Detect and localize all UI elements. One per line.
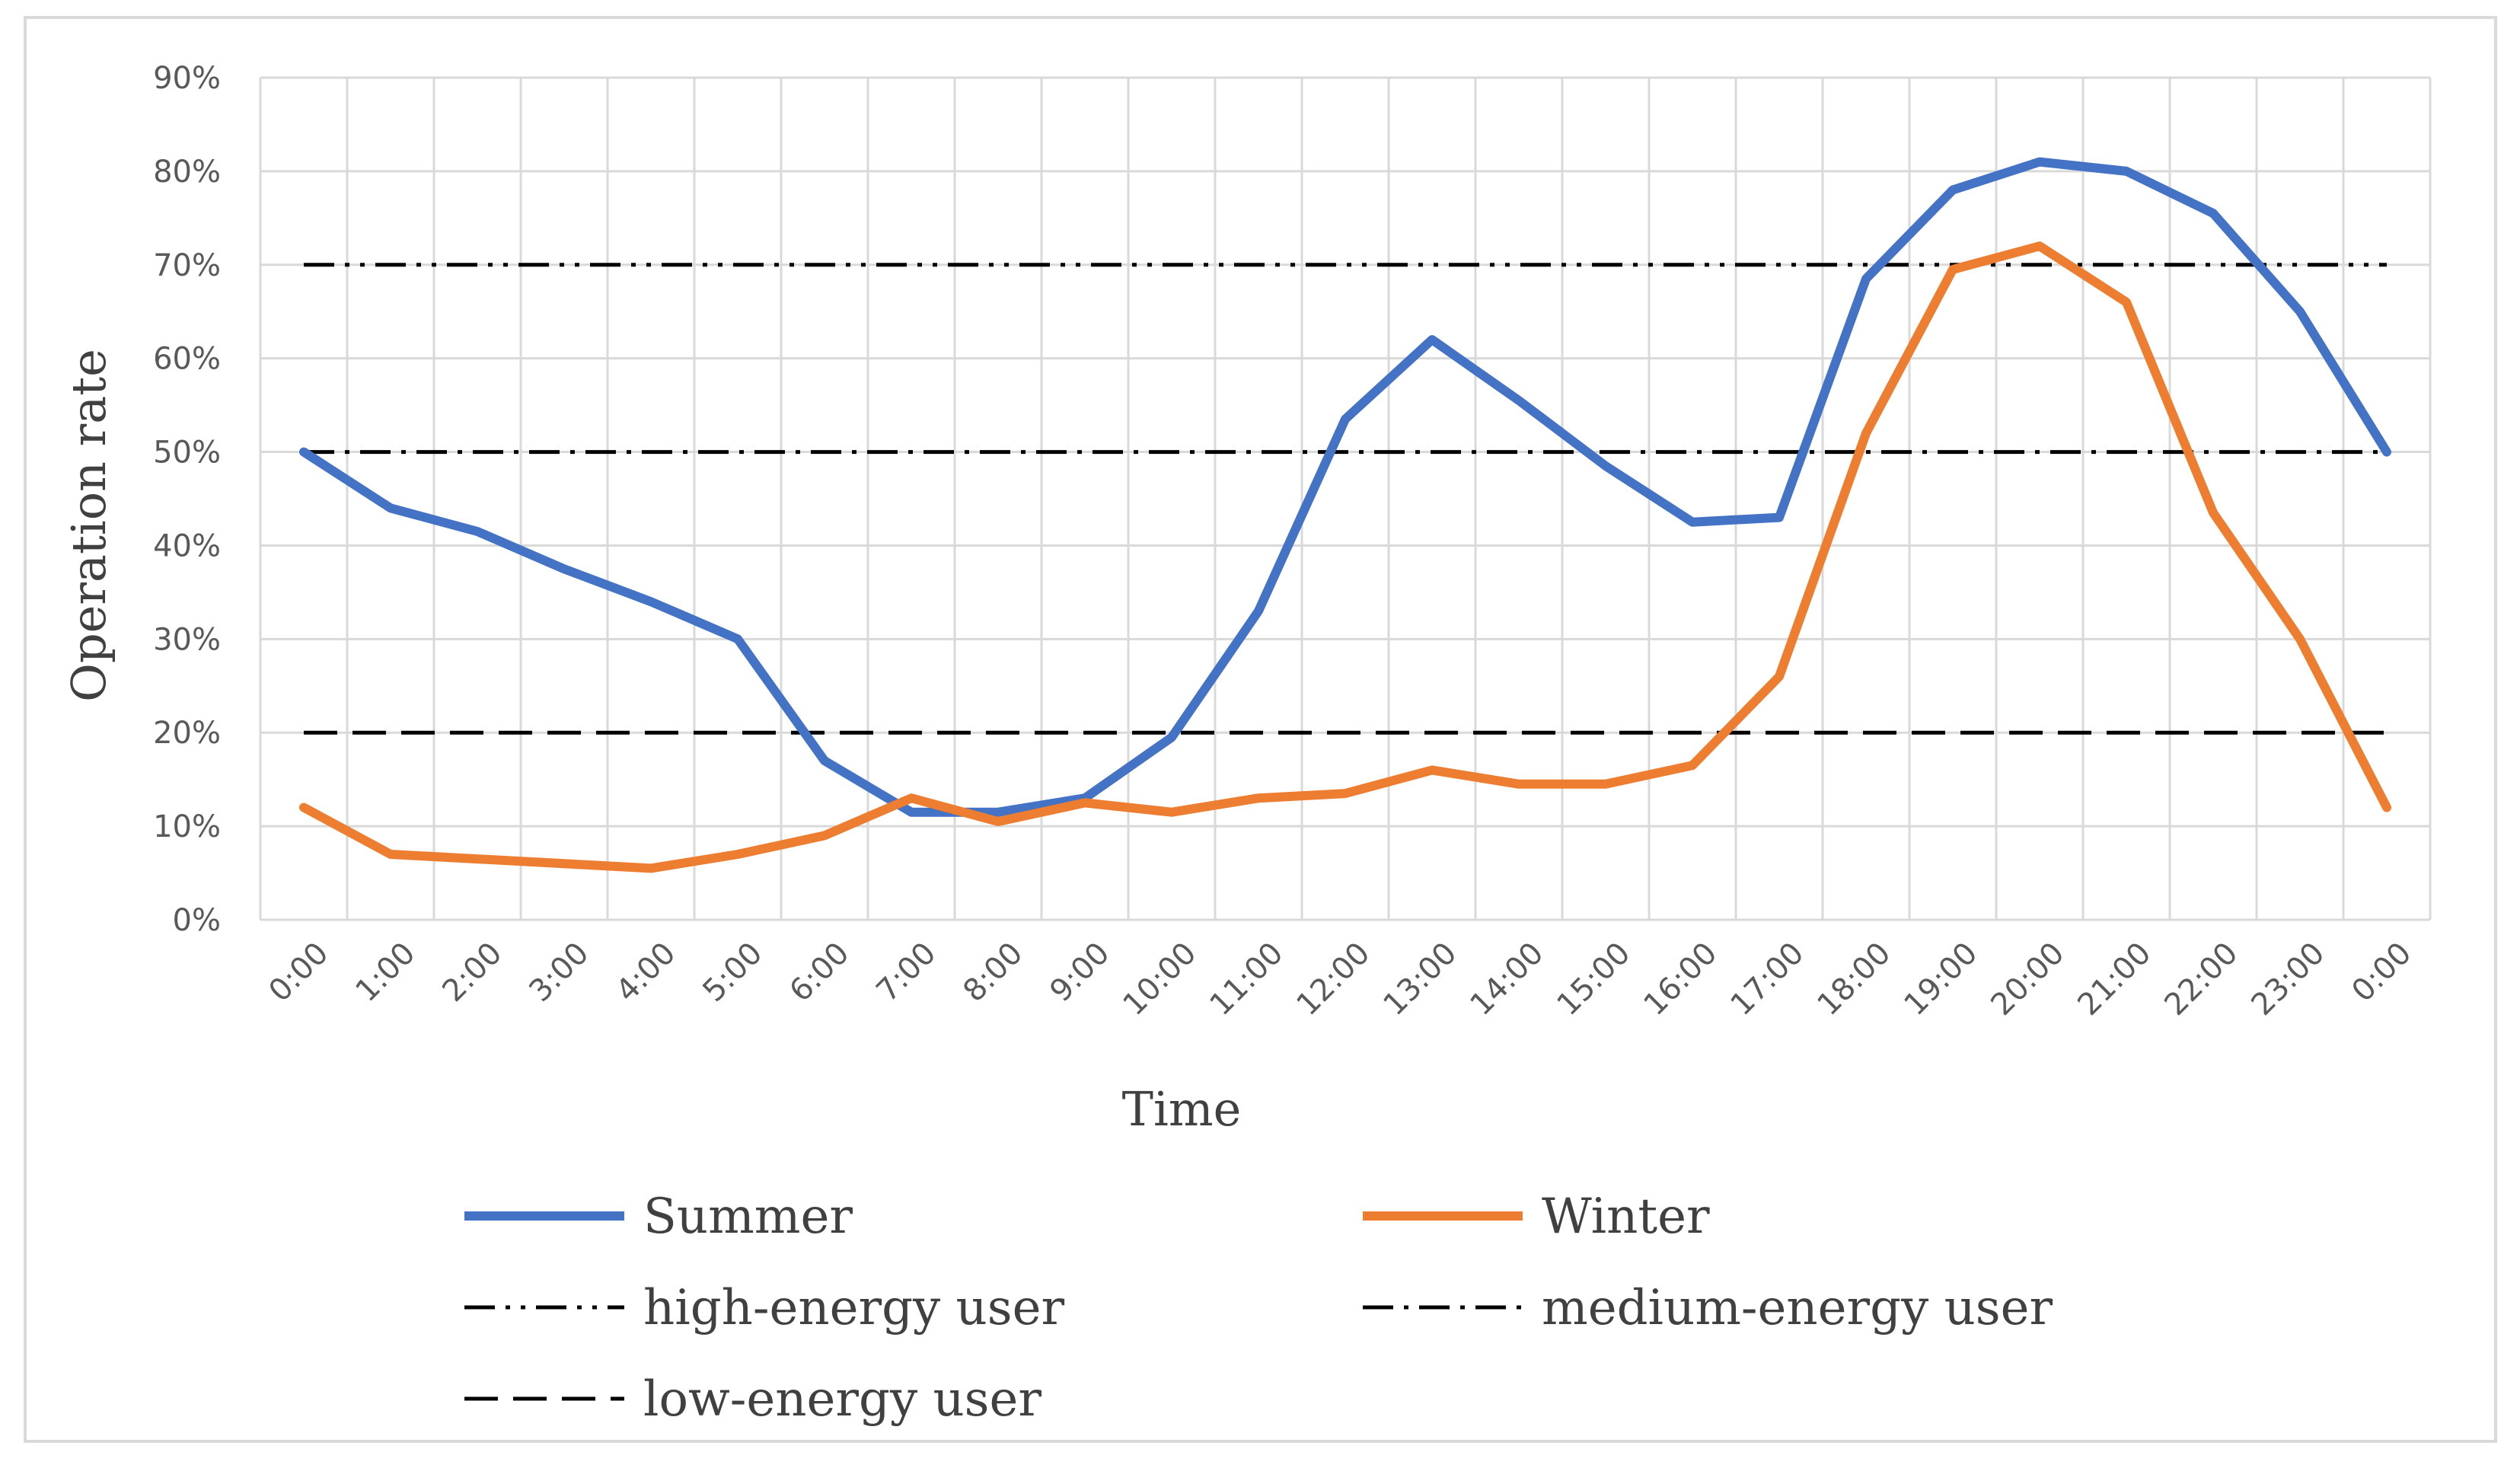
y-tick-label: 50%: [153, 436, 221, 471]
legend-label: Winter: [1542, 1189, 1710, 1245]
series-layer: [299, 157, 2391, 873]
y-tick-label: 40%: [153, 528, 221, 563]
grid-layer: [259, 76, 2432, 921]
y-axis-ticks: 0% 10% 20% 30% 40% 50% 60% 70% 80% 90%: [153, 61, 221, 938]
legend-label: low-energy user: [643, 1371, 1041, 1428]
legend: Summer Winter high-energy user medium-energ…: [464, 1189, 2053, 1428]
y-tick-label: 20%: [153, 716, 221, 751]
y-tick-label: 90%: [153, 61, 221, 96]
legend-label: high-energy user: [643, 1280, 1064, 1336]
y-tick-label: 30%: [153, 622, 221, 657]
y-tick-label: 60%: [153, 342, 221, 377]
legend-label: medium-energy user: [1542, 1280, 2053, 1336]
y-tick-label: 10%: [153, 809, 221, 844]
y-axis-title: Operation rate: [61, 349, 116, 702]
series-line-summer: [299, 157, 2391, 817]
series-line-winter: [299, 241, 2391, 873]
legend-label: Summer: [643, 1189, 853, 1245]
x-axis-title: Time: [1122, 1081, 1242, 1137]
y-tick-label: 80%: [153, 155, 221, 190]
y-tick-label: 0%: [173, 903, 221, 938]
chart-border: [24, 16, 2497, 1443]
y-tick-label: 70%: [153, 248, 221, 283]
